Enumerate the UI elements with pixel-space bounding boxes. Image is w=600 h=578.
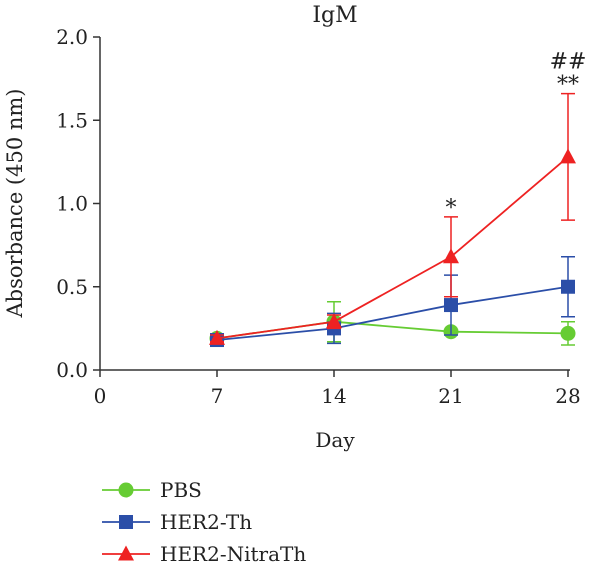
data-point [560,148,576,164]
legend-label: PBS [160,478,202,502]
y-axis-label: Absorbance (450 nm) [3,88,27,318]
data-point [560,325,576,341]
legend-item: HER2-NitraTh [102,542,306,566]
x-tick-label: 21 [438,384,463,408]
y-tick-label: 0.0 [56,358,88,382]
y-tick-label: 2.0 [56,25,88,49]
series-line [216,156,569,340]
series-line [216,285,569,341]
data-point [326,313,342,329]
x-tick-label: 0 [94,384,107,408]
legend-marker [118,482,134,498]
x-axis-label: Day [315,428,355,452]
data-point [443,248,459,264]
legend: PBS HER2-Th HER2-NitraTh [102,478,306,566]
legend-item: PBS [102,478,202,502]
chart-title: IgM [312,3,357,28]
y-tick-label: 0.5 [56,275,88,299]
data-point [209,329,225,345]
legend-item: HER2-Th [102,510,252,534]
y-tick-label: 1.0 [56,192,88,216]
data-point [444,298,458,313]
x-tick-label: 28 [555,384,580,408]
series-her2-nitrath [209,92,576,345]
series-layer [209,92,576,348]
x-tick-label: 14 [321,384,346,408]
y-tick-label: 1.5 [56,108,88,132]
ticks: 0.0 0.5 1.0 1.5 2.0 0 7 14 21 28 [56,25,581,408]
legend-label: HER2-Th [160,510,252,534]
series-pbs [209,300,576,346]
significance-marker: ** [557,73,579,98]
legend-marker [118,545,134,561]
significance-marker: ## [550,49,587,74]
legend-marker [119,515,133,529]
legend-label: HER2-NitraTh [160,542,306,566]
significance-marker: * [446,196,457,221]
x-tick-label: 7 [211,384,224,408]
data-point [561,279,575,294]
annotation-layer: ***## [446,49,587,221]
